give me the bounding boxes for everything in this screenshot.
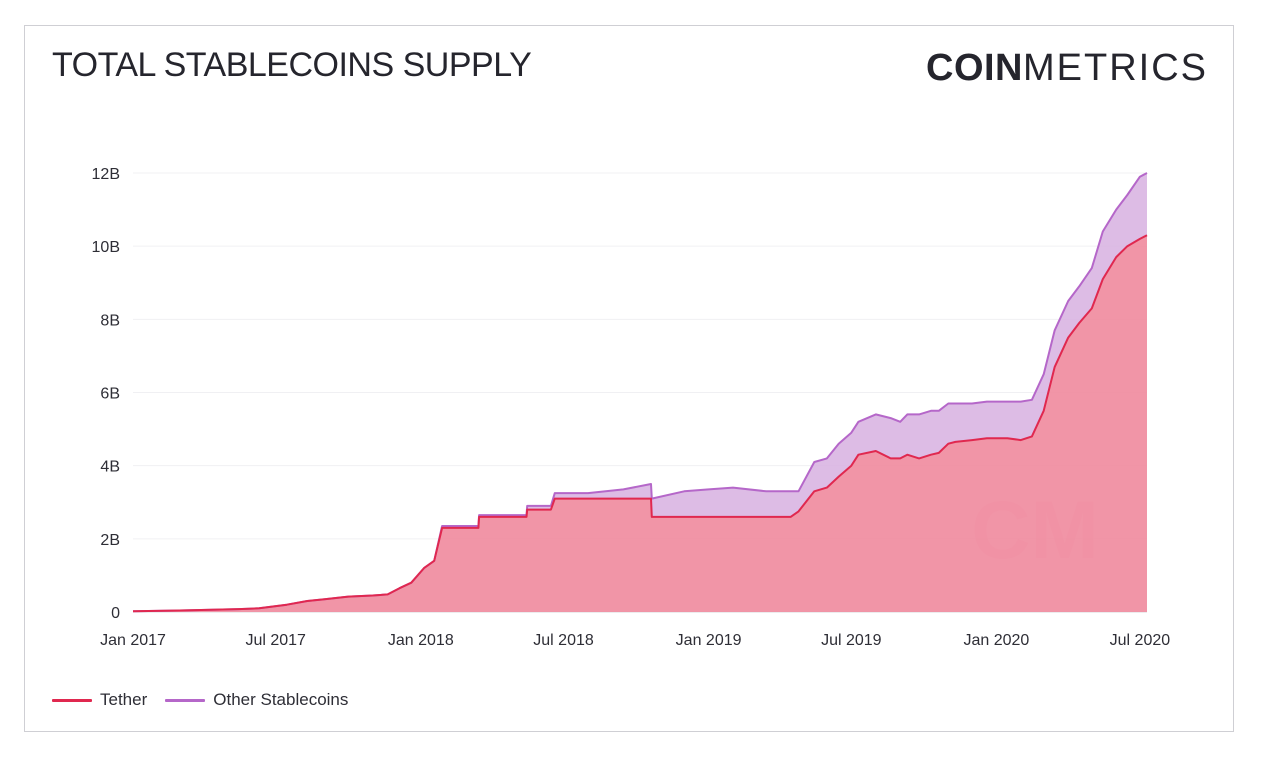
- brand-logo: COINMETRICS: [926, 47, 1208, 90]
- brand-logo-bold: COIN: [926, 47, 1023, 89]
- x-tick-label: Jul 2020: [1110, 632, 1171, 649]
- x-tick-label: Jul 2017: [245, 632, 306, 649]
- y-tick-label: 2B: [100, 532, 120, 549]
- y-axis: 0 2B 4B 6B 8B 10B 12B: [92, 166, 121, 622]
- y-tick-label: 10B: [92, 239, 120, 256]
- chart-title: TOTAL STABLECOINS SUPPLY: [52, 46, 532, 84]
- legend-item-tether[interactable]: Tether: [52, 690, 147, 710]
- legend-swatch-other-stablecoins: [165, 698, 206, 702]
- y-tick-label: 6B: [100, 386, 120, 403]
- x-tick-label: Jan 2020: [963, 632, 1029, 649]
- legend-item-other-stablecoins[interactable]: Other Stablecoins: [165, 690, 348, 710]
- legend-swatch-tether: [52, 698, 92, 702]
- x-tick-label: Jan 2018: [388, 632, 454, 649]
- line-tether: [132, 234, 1148, 613]
- y-tick-label: 8B: [100, 312, 120, 329]
- y-tick-label: 0: [111, 605, 120, 622]
- legend: Tether Other Stablecoins: [52, 689, 366, 711]
- x-tick-label: Jan 2019: [676, 632, 742, 649]
- y-tick-label: 4B: [100, 459, 120, 476]
- area-layers: [133, 173, 1147, 612]
- x-axis: Jan 2017 Jul 2017 Jan 2018 Jul 2018 Jan 2019…: [100, 632, 1170, 649]
- x-tick-label: Jan 2017: [100, 632, 166, 649]
- x-tick-label: Jul 2018: [533, 632, 594, 649]
- area-tether: [133, 235, 1147, 612]
- legend-label-other-stablecoins: Other Stablecoins: [213, 690, 349, 709]
- y-tick-label: 12B: [92, 166, 120, 183]
- series-lines: [132, 172, 1148, 613]
- chart-card: [24, 25, 1234, 732]
- brand-logo-light: METRICS: [1023, 47, 1208, 89]
- legend-label-tether: Tether: [100, 690, 148, 709]
- x-tick-label: Jul 2019: [821, 632, 882, 649]
